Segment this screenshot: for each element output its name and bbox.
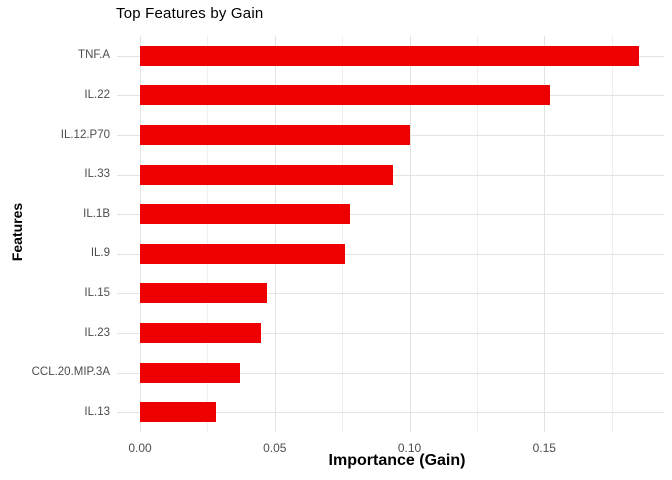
y-tick-label: TNF.A	[78, 49, 110, 62]
grid-major-y	[117, 293, 664, 295]
grid-major-y	[117, 214, 664, 216]
grid-minor-x	[207, 36, 209, 432]
y-tick-label: IL.12.P70	[60, 128, 110, 141]
y-tick-label: IL.23	[84, 326, 110, 339]
grid-major-y	[117, 333, 664, 334]
plot-panel	[117, 36, 664, 432]
grid-major-x	[274, 36, 276, 432]
bar	[140, 402, 216, 423]
grid-major-y	[117, 412, 664, 414]
y-tick-label: IL.22	[84, 88, 110, 101]
chart-title: Top Features by Gain	[116, 5, 264, 22]
x-tick-label: 0.05	[263, 441, 287, 455]
grid-major-y	[117, 372, 664, 374]
grid-minor-x	[476, 36, 478, 432]
bar	[140, 45, 639, 66]
bar	[140, 204, 351, 225]
y-tick-label: IL.15	[84, 286, 110, 299]
bar	[140, 164, 394, 185]
x-tick-label: 0.15	[532, 441, 556, 455]
bar	[140, 283, 267, 304]
grid-minor-x	[342, 36, 344, 432]
y-tick-label: CCL.20.MIP.3A	[31, 366, 110, 379]
y-tick-label: IL.13	[84, 405, 110, 418]
bar	[140, 323, 262, 343]
bar	[140, 125, 410, 145]
x-tick-label: 0.00	[128, 441, 152, 455]
grid-major-x	[140, 36, 141, 432]
grid-major-y	[117, 253, 664, 255]
y-tick-label: IL.1B	[83, 207, 110, 220]
y-tick-label: IL.33	[84, 168, 110, 181]
bar	[140, 85, 550, 106]
grid-major-x	[409, 36, 411, 432]
x-axis-title: Importance (Gain)	[328, 452, 466, 469]
x-tick-label: 0.10	[397, 441, 422, 455]
bar	[140, 243, 345, 264]
grid-minor-x	[611, 36, 613, 432]
bar	[140, 362, 240, 383]
grid-major-x	[544, 36, 546, 432]
y-tick-label: IL.9	[90, 247, 110, 260]
